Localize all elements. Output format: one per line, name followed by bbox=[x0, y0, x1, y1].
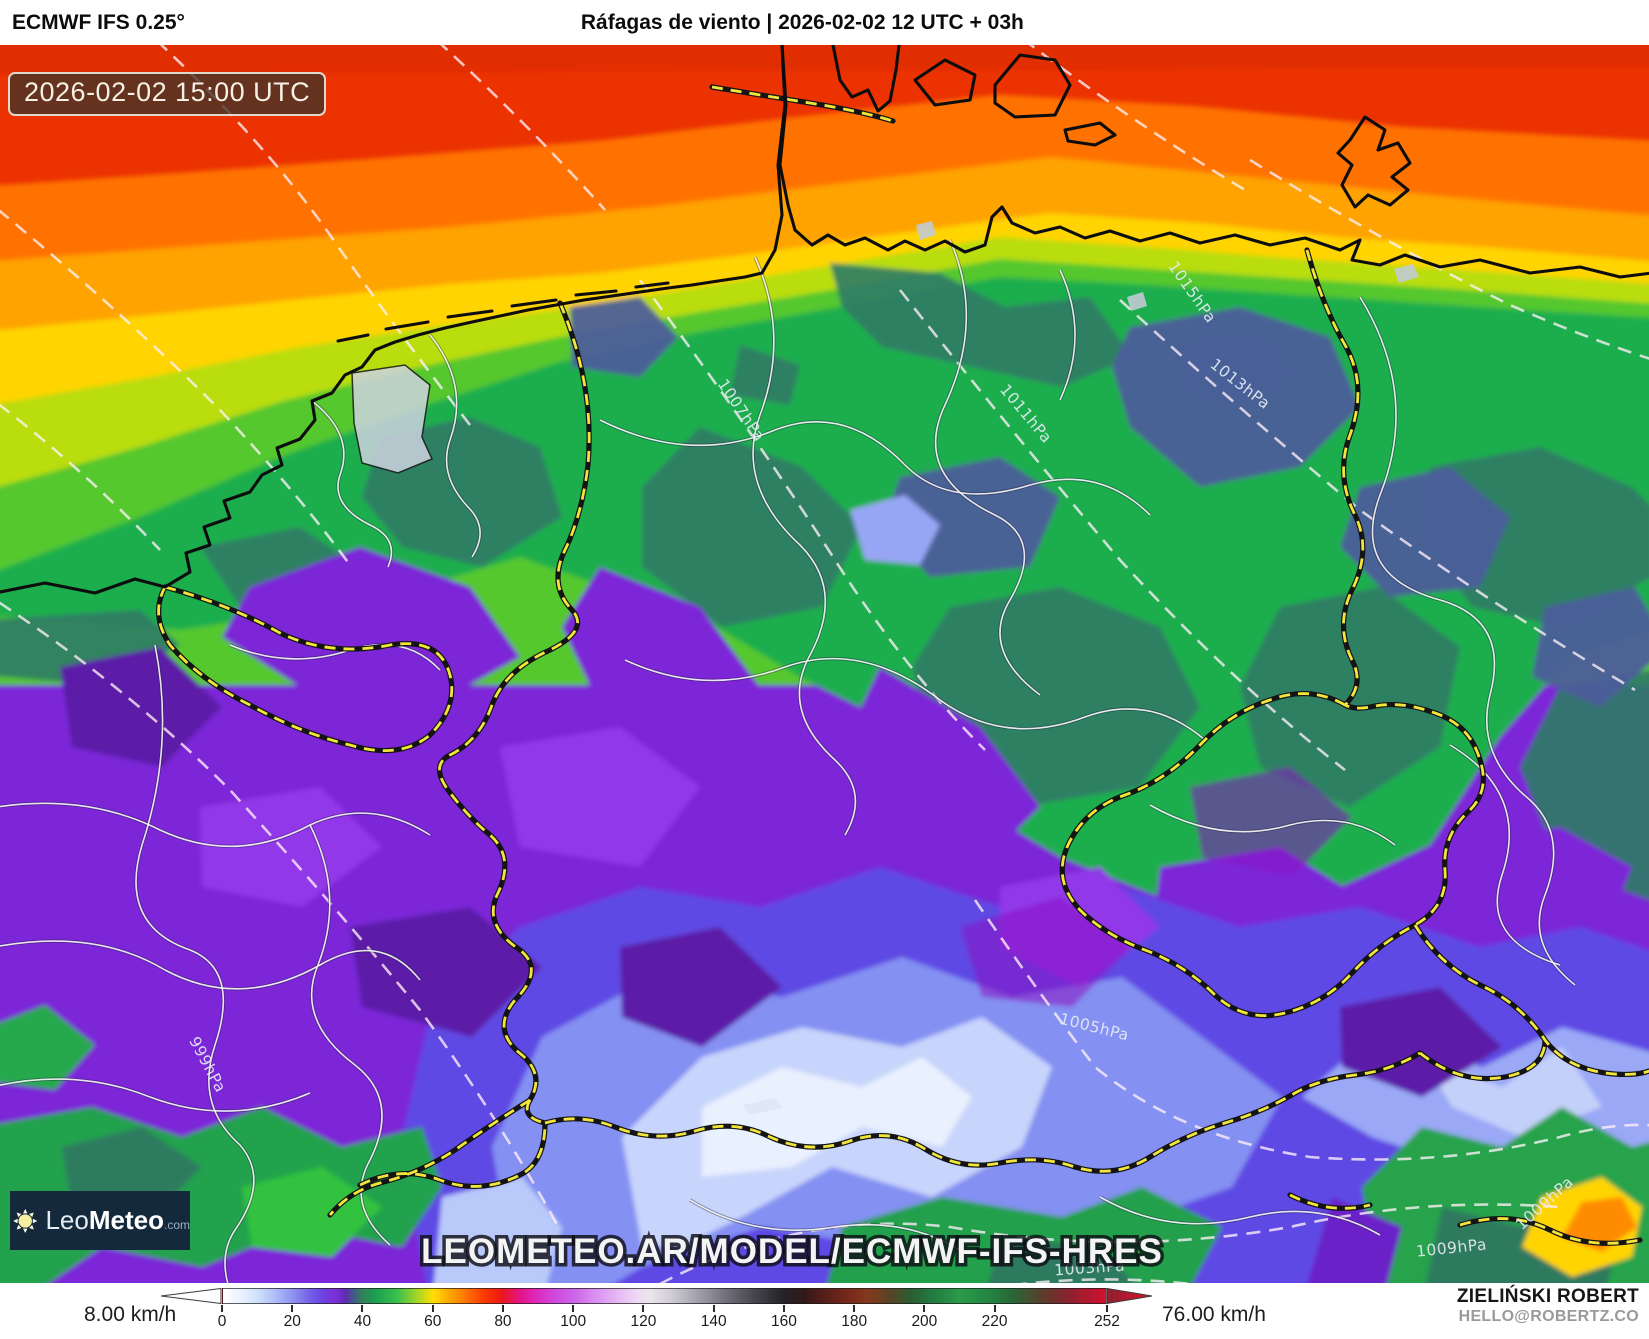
scale-min-label: 8.00 km/h bbox=[84, 1303, 177, 1326]
colorbar-left-arrow bbox=[160, 1288, 222, 1304]
colorbar-tick-label: 180 bbox=[841, 1313, 868, 1330]
colorbar-tick bbox=[1106, 1305, 1108, 1312]
colorbar-tick bbox=[431, 1305, 434, 1312]
colorbar-tick-label: 160 bbox=[770, 1313, 797, 1330]
colorbar-tick bbox=[712, 1305, 715, 1312]
model-label: ECMWF IFS 0.25° bbox=[12, 11, 185, 34]
colorbar-tick bbox=[642, 1305, 645, 1312]
page-title: Ráfagas de viento | 2026-02-02 12 UTC + … bbox=[580, 11, 1024, 34]
colorbar-tick-label: 252 bbox=[1094, 1313, 1120, 1330]
map-canvas: 1007hPa 1011hPa 1013hPa 1015hPa 1005hPa 1009h… bbox=[0, 45, 1649, 1283]
watermark-text: LEOMETEO.AR/MODEL/ECMWF-IFS-HRES bbox=[421, 1232, 1163, 1271]
credit-block: ZIELIŃSKI ROBERT HELLO@ROBERTZ.CO bbox=[1457, 1286, 1639, 1326]
colorbar-tick bbox=[291, 1305, 294, 1312]
gust-color-field bbox=[0, 45, 1649, 1283]
logo-meteo: Meteo bbox=[88, 1205, 164, 1235]
colorbar-tick bbox=[572, 1305, 575, 1312]
colorbar-ticks: 0 20 40 60 80 100 120 140 160 180 200 220 252 bbox=[218, 1304, 1120, 1336]
author-name: ZIELIŃSKI ROBERT bbox=[1456, 1286, 1639, 1307]
watermark: LEOMETEO.AR/MODEL/ECMWF-IFS-HRES bbox=[417, 1229, 1165, 1275]
colorbar: 0 20 40 60 80 100 120 140 160 180 200 220 252 bbox=[160, 1288, 1160, 1336]
colorbar-tick-label: 140 bbox=[700, 1313, 727, 1330]
colorbar-right-arrow bbox=[1107, 1288, 1153, 1304]
colorbar-tick-label: 40 bbox=[353, 1313, 372, 1330]
logo-text: LeoMeteo.com bbox=[45, 1205, 190, 1236]
coastline bbox=[0, 45, 1649, 595]
header-bar: ECMWF IFS 0.25° Ráfagas de viento | 2026… bbox=[0, 0, 1649, 45]
colorbar-tick bbox=[853, 1305, 856, 1312]
colorbar-tick-label: 120 bbox=[630, 1313, 657, 1330]
timestamp-badge: 2026-02-02 15:00 UTC bbox=[8, 72, 327, 116]
colorbar-tick-label: 80 bbox=[494, 1313, 512, 1330]
logo-tld: .com bbox=[163, 1218, 190, 1232]
colorbar-tick-label: 100 bbox=[560, 1313, 587, 1330]
scale-max-label: 76.00 km/h bbox=[1162, 1303, 1266, 1326]
colorbar-tick bbox=[923, 1305, 926, 1312]
colorbar-tick bbox=[221, 1305, 223, 1312]
wind-gust-field: 1007hPa 1011hPa 1013hPa1015hPa1005hPa1009h… bbox=[0, 45, 1649, 1283]
colorbar-tick-label: 220 bbox=[981, 1313, 1008, 1330]
colorbar-tick-label: 20 bbox=[283, 1313, 301, 1330]
sun-icon bbox=[13, 1208, 38, 1233]
logo-leo: Leo bbox=[45, 1205, 89, 1235]
colorbar-tick bbox=[993, 1305, 996, 1312]
colorbar-tick-label: 60 bbox=[424, 1313, 442, 1330]
lake-shapes bbox=[351, 221, 1419, 1115]
colorbar-tick-label: 0 bbox=[217, 1313, 227, 1330]
isobar-label: 1003hPa bbox=[1054, 1257, 1126, 1280]
author-contact: HELLO@ROBERTZ.CO bbox=[1458, 1307, 1639, 1325]
colorbar-tick bbox=[501, 1305, 504, 1312]
colorbar-gradient bbox=[222, 1288, 1107, 1304]
leometeo-logo: LeoMeteo.com bbox=[10, 1191, 190, 1250]
legend-bar: 8.00 km/h 0 20 40 60 80 100 120 140 160 180 200 220… bbox=[0, 1283, 1649, 1339]
colorbar-tick bbox=[782, 1305, 785, 1312]
colorbar-tick bbox=[361, 1305, 364, 1312]
colorbar-tick-label: 200 bbox=[911, 1313, 938, 1330]
